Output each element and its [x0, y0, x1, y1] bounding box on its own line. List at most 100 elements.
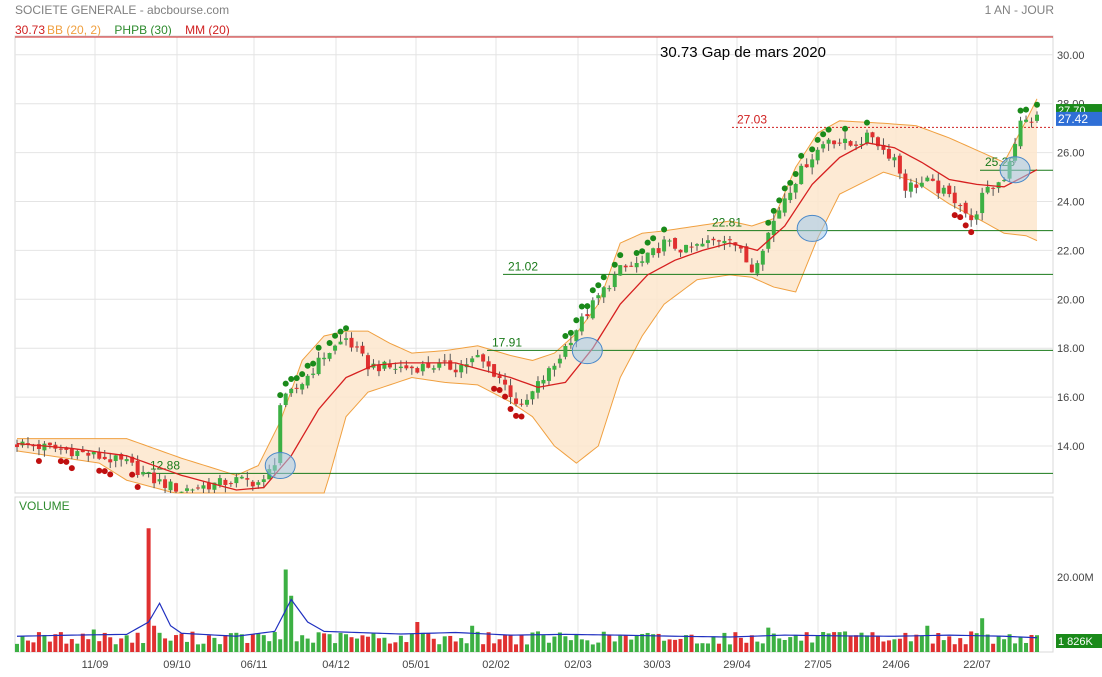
candle-body: [355, 346, 359, 348]
candle-body: [36, 444, 41, 449]
candle-body: [1029, 121, 1034, 123]
legend-phpb[interactable]: PHPB (30): [114, 23, 172, 37]
candle-body: [497, 375, 502, 378]
candle-body: [15, 444, 19, 448]
volume-bar: [355, 638, 359, 652]
volume-bar: [497, 639, 502, 652]
candle-body: [914, 184, 919, 188]
phpb-low-dot: [957, 214, 964, 221]
bollinger-band: [16, 98, 1038, 494]
volume-bar: [843, 631, 848, 652]
volume-bar: [102, 632, 107, 652]
candle-body: [969, 215, 974, 221]
candle-body: [925, 177, 930, 182]
candle-body: [629, 265, 634, 267]
x-tick-label: 02/03: [564, 659, 592, 671]
volume-bar: [130, 642, 135, 652]
candle-body: [574, 330, 579, 342]
candle-body: [963, 202, 968, 214]
legend-bollinger[interactable]: BB (20, 2): [47, 23, 102, 37]
volume-bar: [157, 632, 162, 652]
phpb-high-dot: [814, 136, 821, 143]
volume-bar: [261, 635, 266, 652]
band-lower-line: [16, 171, 1038, 494]
phpb-low-dot: [63, 458, 70, 465]
volume-bar: [557, 632, 562, 652]
volume-bar: [519, 635, 524, 652]
phpb-high-dot: [562, 332, 569, 339]
volume-bar: [886, 640, 891, 652]
candle-body: [453, 369, 458, 373]
x-tick-label: 27/05: [804, 659, 832, 671]
volume-bar: [689, 634, 694, 652]
breakout-circles: [264, 156, 1031, 480]
candle-body: [711, 238, 716, 241]
candle-body: [234, 477, 239, 484]
volume-bar: [563, 636, 568, 652]
volume-bar: [541, 635, 546, 652]
candle-body: [75, 451, 80, 456]
volume-bar: [146, 528, 151, 652]
candle-body: [525, 399, 529, 405]
moving-average: [16, 142, 1038, 491]
y-tick-label: 30.00: [1057, 50, 1085, 62]
candle-body: [365, 355, 370, 370]
candle-body: [667, 240, 672, 242]
volume-bar: [947, 636, 952, 652]
candle-body: [228, 483, 233, 485]
candle-body: [568, 342, 573, 346]
candles: [15, 111, 1039, 493]
volume-bar: [206, 635, 211, 652]
phpb-low-dot: [96, 467, 103, 474]
candle-body: [826, 139, 831, 144]
candle-body: [897, 155, 902, 174]
volume-bar: [124, 635, 129, 652]
resistance-label: 27.03: [737, 112, 767, 126]
volume-bar: [832, 632, 837, 652]
volume-bar: [448, 635, 453, 652]
candle-body: [459, 364, 464, 373]
volume-bar: [634, 635, 639, 652]
volume-bar: [464, 643, 469, 652]
legend-mm[interactable]: MM (20): [185, 23, 230, 37]
volume-bar: [810, 642, 815, 652]
volume-bar: [492, 643, 497, 652]
phpb-high-dot: [781, 185, 788, 192]
band-fill: [17, 98, 1037, 493]
candle-body: [1013, 143, 1018, 161]
candle-body: [289, 388, 294, 394]
y-tick-label: 24.00: [1057, 197, 1085, 209]
candle-body: [486, 361, 491, 367]
candle-body: [930, 178, 935, 181]
candle-body: [530, 391, 535, 400]
candle-body: [804, 164, 809, 168]
volume-bar: [525, 644, 529, 652]
candle-body: [744, 246, 749, 263]
phpb-high-dot: [337, 328, 344, 335]
phpb-low-dot: [491, 385, 498, 392]
chart-period[interactable]: 1 AN - JOUR: [984, 3, 1054, 17]
phpb-high-dot: [617, 252, 624, 259]
volume-bar: [651, 634, 656, 652]
phpb-low-dot: [107, 471, 114, 478]
phpb-high-dot: [288, 375, 295, 382]
candle-body: [579, 316, 584, 332]
y-tick-label: 26.00: [1057, 148, 1085, 160]
candle-body: [936, 180, 941, 194]
candle-body: [382, 361, 387, 369]
candle-body: [25, 443, 30, 445]
breakout-circle: [796, 214, 828, 242]
volume-bar: [941, 640, 946, 652]
volume-bar: [875, 635, 880, 652]
volume-bar: [585, 640, 590, 652]
phpb-low-dot: [968, 229, 975, 236]
volume-bar: [349, 637, 354, 652]
candle-body: [651, 248, 656, 256]
candle-body: [519, 403, 524, 405]
volume-bar: [552, 636, 557, 652]
candle-body: [958, 205, 963, 207]
candle-body: [97, 452, 102, 459]
phpb-low-dot: [518, 413, 525, 420]
volume-bar: [777, 638, 782, 652]
